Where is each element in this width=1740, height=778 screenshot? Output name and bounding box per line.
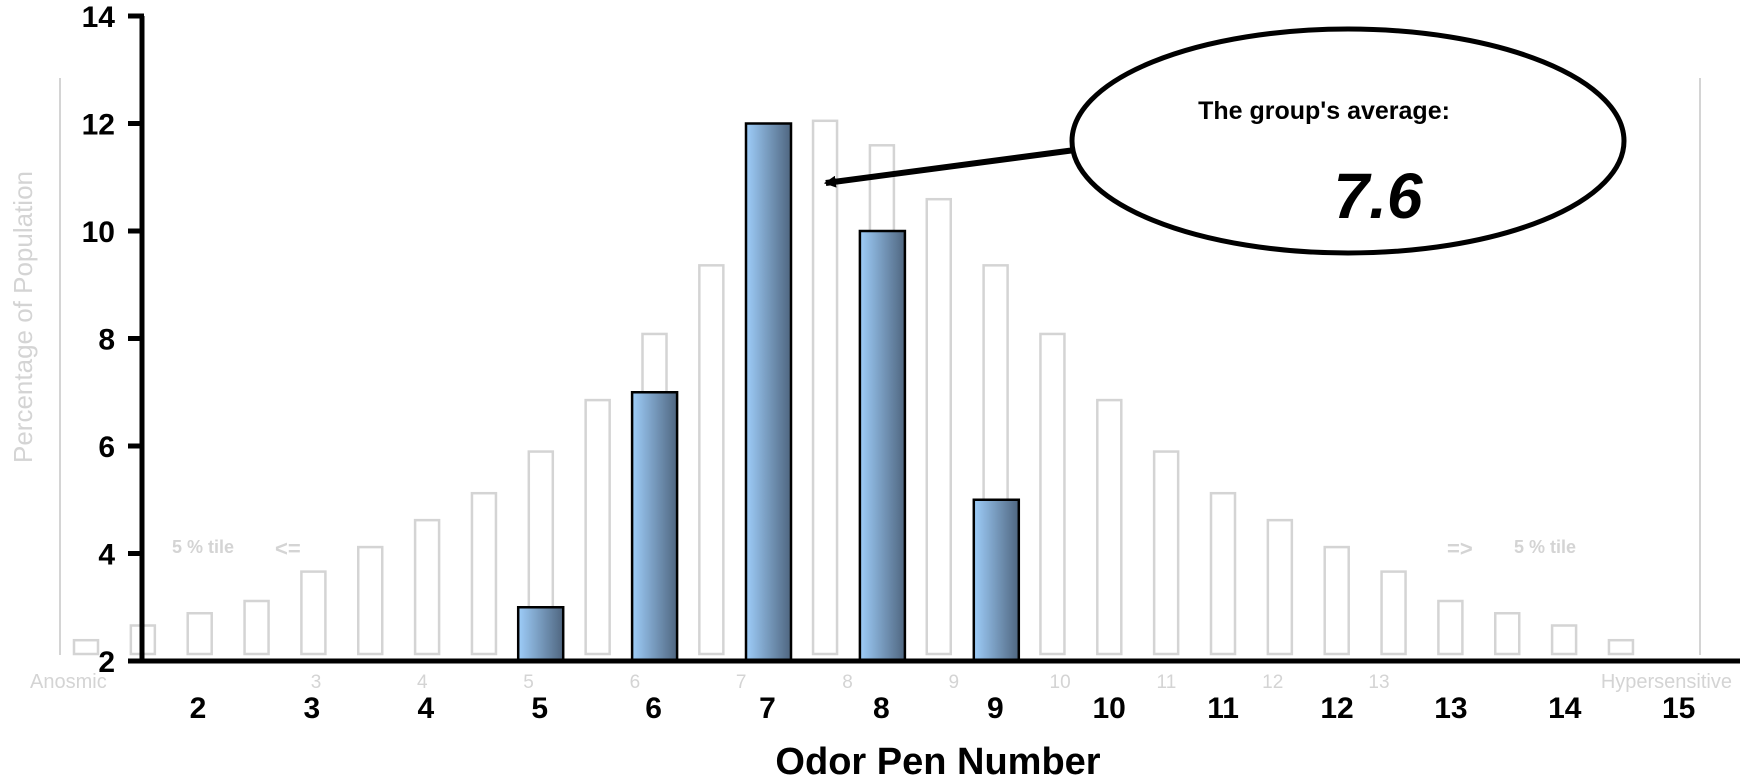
- left-percentile-note: 5 % tile: [172, 537, 234, 557]
- background-tick-label: 4: [417, 672, 428, 693]
- x-tick-label: 14: [1548, 692, 1582, 725]
- background-bar: [811, 119, 839, 656]
- x-tick-label: 11: [1207, 692, 1239, 725]
- bar: [744, 122, 793, 663]
- background-left-label: Anosmic: [30, 671, 107, 693]
- background-bar: [925, 197, 952, 656]
- background-bar: [1380, 570, 1407, 656]
- background-bar: [698, 264, 725, 656]
- background-y-axis-label: Percentage of Population: [8, 171, 38, 463]
- x-tick-label: 13: [1434, 692, 1467, 725]
- background-right-label: Hypersensitive: [1601, 671, 1732, 693]
- bar: [516, 606, 565, 663]
- background-bar: [1266, 518, 1294, 656]
- background-tick-label: 5: [523, 672, 534, 693]
- y-tick-label: 10: [82, 216, 115, 249]
- y-tick-label: 14: [82, 1, 116, 34]
- x-tick-label: 2: [190, 692, 207, 725]
- background-tick-label: 6: [630, 672, 641, 693]
- background-bar: [1323, 545, 1350, 656]
- x-tick-label: 9: [987, 692, 1004, 725]
- background-bar: [470, 491, 498, 656]
- x-tick-label: 6: [645, 692, 662, 725]
- background-bar: [413, 518, 441, 656]
- right-percentile-arrow: =>: [1447, 536, 1473, 561]
- background-bar: [1437, 599, 1464, 656]
- x-tick-label: 4: [417, 692, 434, 725]
- background-bar: [1039, 332, 1066, 656]
- x-tick-label: 8: [873, 692, 890, 725]
- left-percentile-arrow: <=: [275, 536, 301, 561]
- x-tick-label: 12: [1320, 692, 1353, 725]
- x-axis-label: Odor Pen Number: [775, 741, 1100, 778]
- bar: [972, 498, 1021, 663]
- background-tick-label: 12: [1262, 672, 1283, 693]
- background-bar: [1607, 638, 1635, 656]
- x-axis-ticks: 2 3 4 5 6 7 8 9 10 11 12 13 14 15: [190, 692, 1696, 725]
- callout-value: 7.6: [1334, 160, 1423, 232]
- background-bar: [1494, 612, 1521, 656]
- background-tick-label: 7: [736, 672, 747, 693]
- y-axis-ticks: 2 4 6 8 10 12 14: [82, 1, 144, 679]
- y-tick-label: 12: [82, 109, 115, 142]
- background-tick-label: 10: [1050, 672, 1071, 693]
- callout-title: The group's average:: [1198, 97, 1450, 125]
- average-callout: The group's average: 7.6: [823, 26, 1627, 256]
- background-bar: [1152, 450, 1180, 656]
- background-tick-label: 9: [949, 672, 960, 693]
- x-tick-label: 10: [1093, 692, 1126, 725]
- callout-bubble: [1069, 26, 1627, 256]
- bar: [858, 229, 907, 663]
- background-bar: [357, 545, 384, 656]
- background-tick-label: 13: [1368, 672, 1389, 693]
- background-bar: [1550, 624, 1578, 656]
- background-tick-label: 11: [1157, 672, 1177, 693]
- background-bar: [584, 398, 611, 656]
- background-bar: [186, 612, 213, 656]
- x-tick-label: 15: [1662, 692, 1695, 725]
- y-tick-label: 8: [98, 324, 115, 357]
- x-tick-label: 7: [759, 692, 776, 725]
- x-tick-label: 3: [304, 692, 321, 725]
- background-tick-labels: 3 4 5 6 7 8 9 10 11 12 13: [311, 672, 1390, 693]
- background-tick-label: 8: [842, 672, 853, 693]
- y-tick-label: 6: [98, 431, 115, 464]
- background-bar: [72, 638, 100, 656]
- callout-arrow: [823, 147, 1076, 188]
- x-tick-label: 5: [531, 692, 548, 725]
- background-bar: [243, 599, 270, 656]
- background-bar: [300, 570, 327, 656]
- background-bar: [1096, 398, 1123, 656]
- background-tick-label: 3: [311, 672, 322, 693]
- background-bar: [1209, 491, 1237, 656]
- right-percentile-note: 5 % tile: [1514, 537, 1576, 557]
- bar: [630, 391, 679, 663]
- y-tick-label: 2: [98, 646, 115, 679]
- bars: [516, 122, 1021, 663]
- y-tick-label: 4: [98, 539, 115, 572]
